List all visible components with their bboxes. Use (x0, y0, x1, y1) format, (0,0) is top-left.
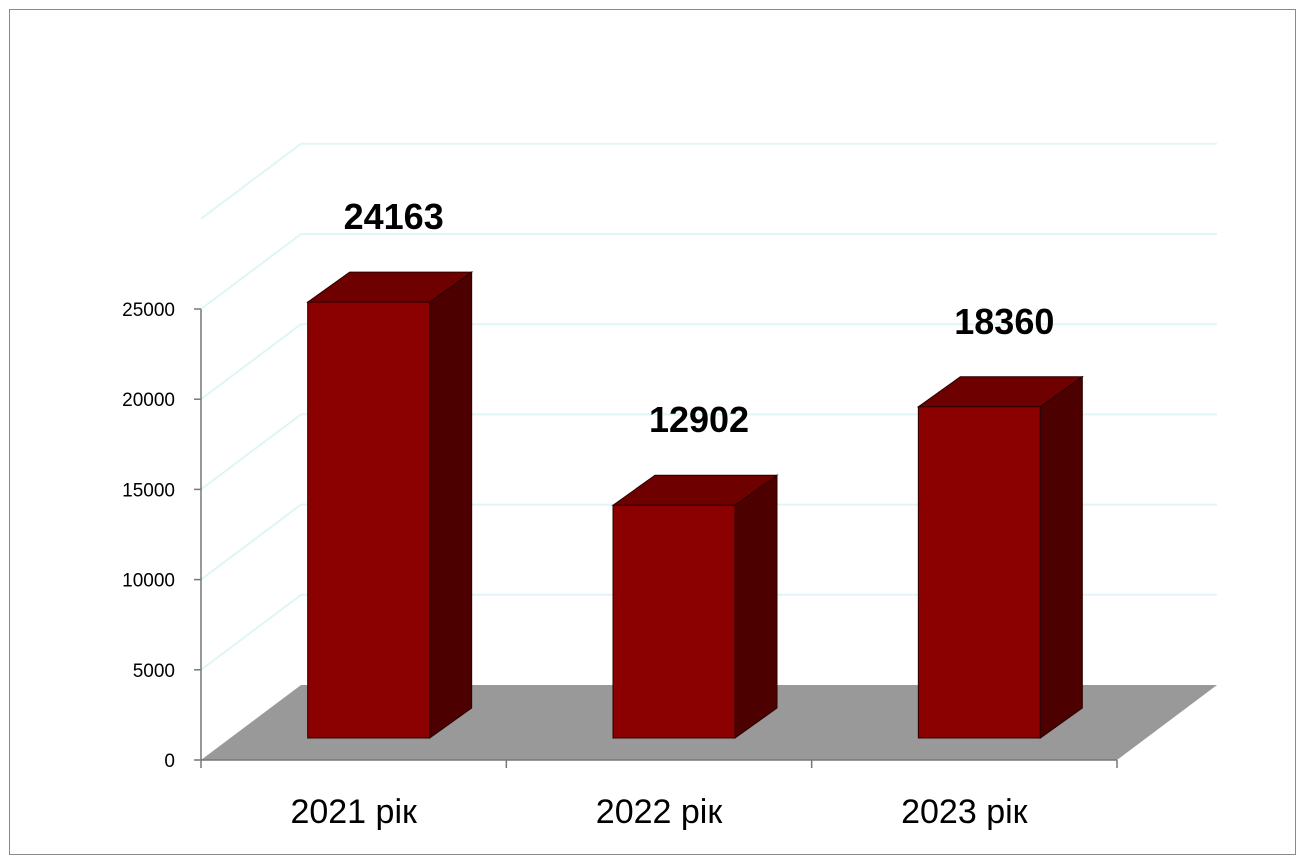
gridline-side (200, 233, 302, 310)
data-label: 18360 (954, 301, 1054, 342)
y-tick-label: 15000 (122, 480, 175, 501)
gridline-side (200, 413, 302, 491)
data-label: 12902 (649, 399, 749, 440)
y-tick-label: 5000 (133, 661, 175, 682)
x-category-label: 2023 рік (901, 793, 1029, 831)
gridline-side (200, 143, 302, 220)
bar-side (734, 474, 778, 739)
bar (612, 504, 736, 739)
bar (917, 406, 1041, 739)
gridline-side (200, 503, 302, 581)
bar-side (429, 271, 473, 739)
y-tick-label: 10000 (122, 571, 175, 592)
x-category-label: 2022 рік (596, 793, 724, 831)
bar-side (1039, 375, 1083, 739)
y-tick-label: 0 (164, 751, 175, 772)
x-category-label: 2021 рік (290, 793, 418, 831)
data-label: 24163 (344, 196, 444, 237)
gridline-side (200, 323, 302, 401)
y-tick-label: 25000 (122, 300, 175, 321)
gridline-side (200, 593, 302, 671)
bar (307, 301, 431, 739)
y-tick-label: 20000 (122, 390, 175, 411)
